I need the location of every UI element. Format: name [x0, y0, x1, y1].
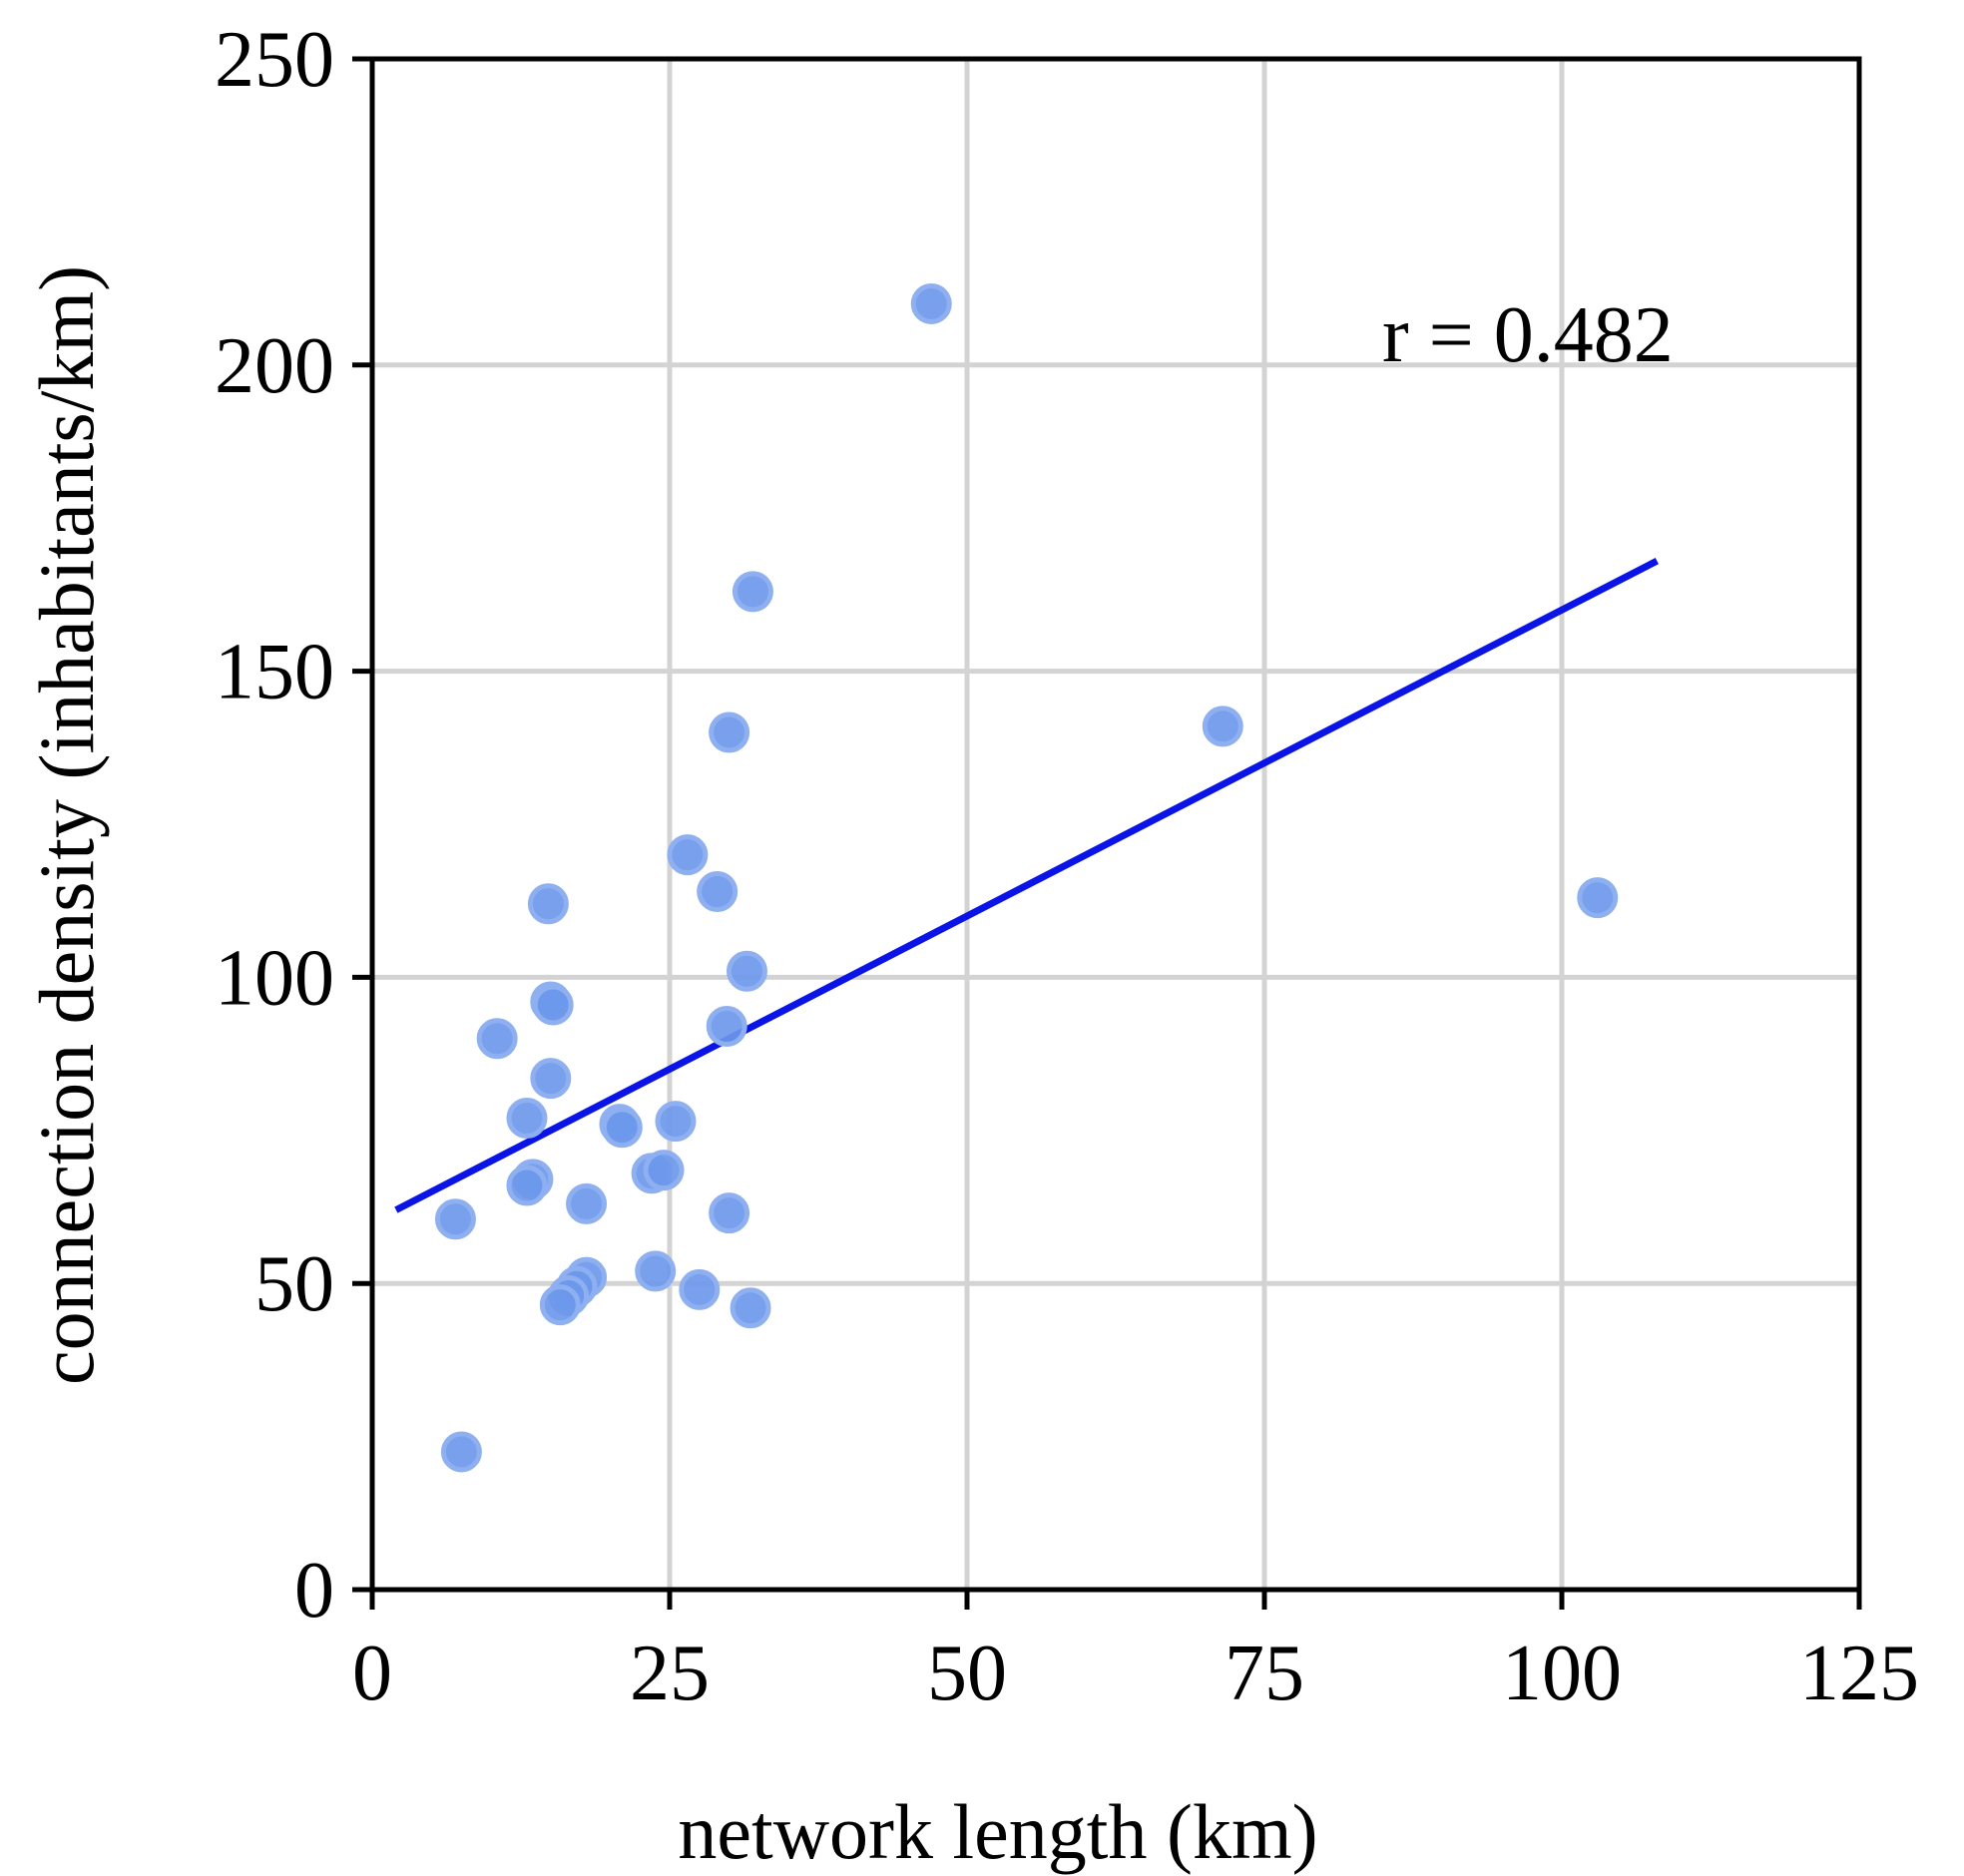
data-point [566, 1182, 608, 1224]
data-point [667, 834, 709, 876]
data-point [709, 1192, 750, 1234]
tick-labels: 0 25 50 75 100 125 0 50 100 150 200 250 [215, 16, 1919, 1717]
data-point [1202, 705, 1243, 747]
data-point [476, 1018, 518, 1060]
data-point [643, 1150, 685, 1191]
data-point [506, 1165, 548, 1206]
data-point [434, 1198, 476, 1240]
data-point [706, 1005, 747, 1047]
x-tick-label: 25 [630, 1630, 710, 1717]
x-axis-label: network length (km) [678, 1788, 1317, 1875]
data-point [910, 282, 952, 324]
plot-frame [369, 56, 1862, 1593]
data-point [635, 1250, 677, 1292]
data-point [532, 984, 574, 1026]
data-point [440, 1431, 482, 1473]
y-axis-label: connection density (inhabitants/km) [23, 265, 110, 1385]
x-tick-label: 125 [1799, 1630, 1919, 1717]
data-point [506, 1098, 548, 1140]
data-point [601, 1107, 643, 1149]
data-point [730, 1287, 771, 1329]
grid-lines [372, 59, 1859, 1590]
correlation-annotation: r = 0.482 [1382, 291, 1674, 379]
axes [352, 56, 1862, 1610]
regression-line [394, 558, 1659, 1213]
trendline-layer [394, 558, 1659, 1213]
data-point [539, 1284, 581, 1326]
data-point [726, 950, 767, 992]
x-tick-label: 0 [352, 1630, 392, 1717]
y-tick-label: 0 [294, 1547, 334, 1635]
data-point [697, 870, 738, 912]
data-points [434, 282, 1619, 1473]
data-point [527, 883, 569, 925]
y-tick-label: 200 [215, 322, 334, 410]
x-tick-label: 50 [927, 1630, 1007, 1717]
data-point [655, 1101, 697, 1143]
data-point [709, 711, 750, 753]
y-tick-label: 250 [215, 16, 334, 104]
y-tick-label: 100 [215, 934, 334, 1022]
data-point [1577, 877, 1619, 919]
data-point [732, 571, 773, 613]
data-point [530, 1058, 572, 1100]
y-tick-label: 150 [215, 629, 334, 716]
x-tick-label: 100 [1502, 1630, 1622, 1717]
data-point [679, 1268, 721, 1310]
y-tick-label: 50 [254, 1240, 334, 1328]
x-tick-label: 75 [1225, 1630, 1304, 1717]
